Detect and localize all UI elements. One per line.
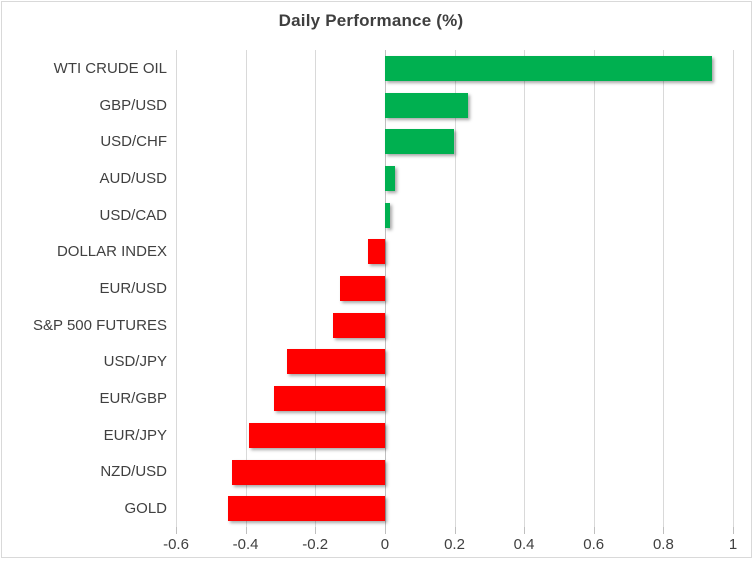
category-label-eur-gbp: EUR/GBP (99, 390, 167, 408)
bar-usd-jpy (287, 349, 385, 375)
bar-gold (228, 496, 385, 522)
bar-eur-usd (339, 276, 385, 301)
bar-gbp-usd (384, 92, 469, 118)
x-tick-label: 0.2 (444, 536, 465, 553)
gridline (733, 50, 734, 527)
bar-dollar-index (367, 239, 385, 265)
x-tick-label: -0.6 (163, 536, 189, 553)
category-label-dollar-index: DOLLAR INDEX (56, 243, 167, 261)
axis-tick-mark (454, 527, 456, 534)
category-label-gold: GOLD (124, 500, 167, 518)
category-label-eur-jpy: EUR/JPY (103, 426, 167, 444)
gridline (315, 50, 317, 527)
bar-aud-usd (384, 165, 396, 191)
x-tick-label: 0.6 (583, 536, 605, 553)
gridline (524, 50, 526, 527)
category-label-usd-cad: USD/CAD (99, 206, 167, 224)
gridline (245, 50, 247, 527)
axis-tick-mark (593, 527, 595, 534)
category-label-usd-chf: USD/CHF (100, 133, 167, 151)
category-label-aud-usd: AUD/USD (99, 169, 167, 187)
axis-tick-mark (315, 527, 317, 534)
category-label-eur-usd: EUR/USD (99, 280, 167, 298)
bar-wti-crude-oil (384, 55, 713, 81)
category-label-gbp-usd: GBP/USD (99, 96, 167, 114)
category-label-usd-jpy: USD/JPY (103, 353, 167, 371)
gridline (593, 50, 595, 527)
bar-usd-cad (384, 202, 391, 228)
plot-area (176, 50, 734, 534)
bar-eur-gbp (273, 386, 385, 412)
axis-tick-mark (176, 527, 177, 534)
x-tick-label: -0.2 (302, 536, 329, 553)
chart-border (1, 1, 752, 558)
axis-tick-mark (245, 527, 247, 534)
axis-tick-mark (733, 527, 734, 534)
x-tick-label: 0 (380, 536, 390, 553)
category-label-wti-crude-oil: WTI CRUDE OIL (53, 59, 167, 77)
zero-axis-line (384, 50, 386, 527)
bar-eur-jpy (249, 422, 385, 448)
gridline (176, 50, 177, 527)
category-axis: WTI CRUDE OIL GBP/USD USD/CHF AUD/USD USD/CA… (0, 50, 167, 527)
axis-tick-mark (384, 527, 386, 534)
bar-nzd-usd (231, 459, 385, 485)
chart-title: Daily Performance (%) (278, 11, 464, 30)
value-axis: -0.6 -0.4 -0.2 0 0.2 0.4 0.6 0.8 1 (163, 536, 737, 556)
bar-usd-chf (384, 129, 455, 155)
gridline (454, 50, 456, 527)
x-tick-label: 0.8 (652, 536, 674, 553)
axis-tick-mark (524, 527, 526, 534)
gridline (663, 50, 665, 527)
bar-s-p-500-futures (332, 312, 385, 338)
x-tick-label: 1 (728, 536, 738, 553)
category-label-nzd-usd: NZD/USD (100, 463, 167, 481)
x-tick-label: -0.4 (232, 536, 259, 553)
x-tick-label: 0.4 (513, 536, 535, 553)
category-label-s-p-500-futures: S&P 500 FUTURES (33, 316, 167, 334)
axis-tick-mark (663, 527, 665, 534)
